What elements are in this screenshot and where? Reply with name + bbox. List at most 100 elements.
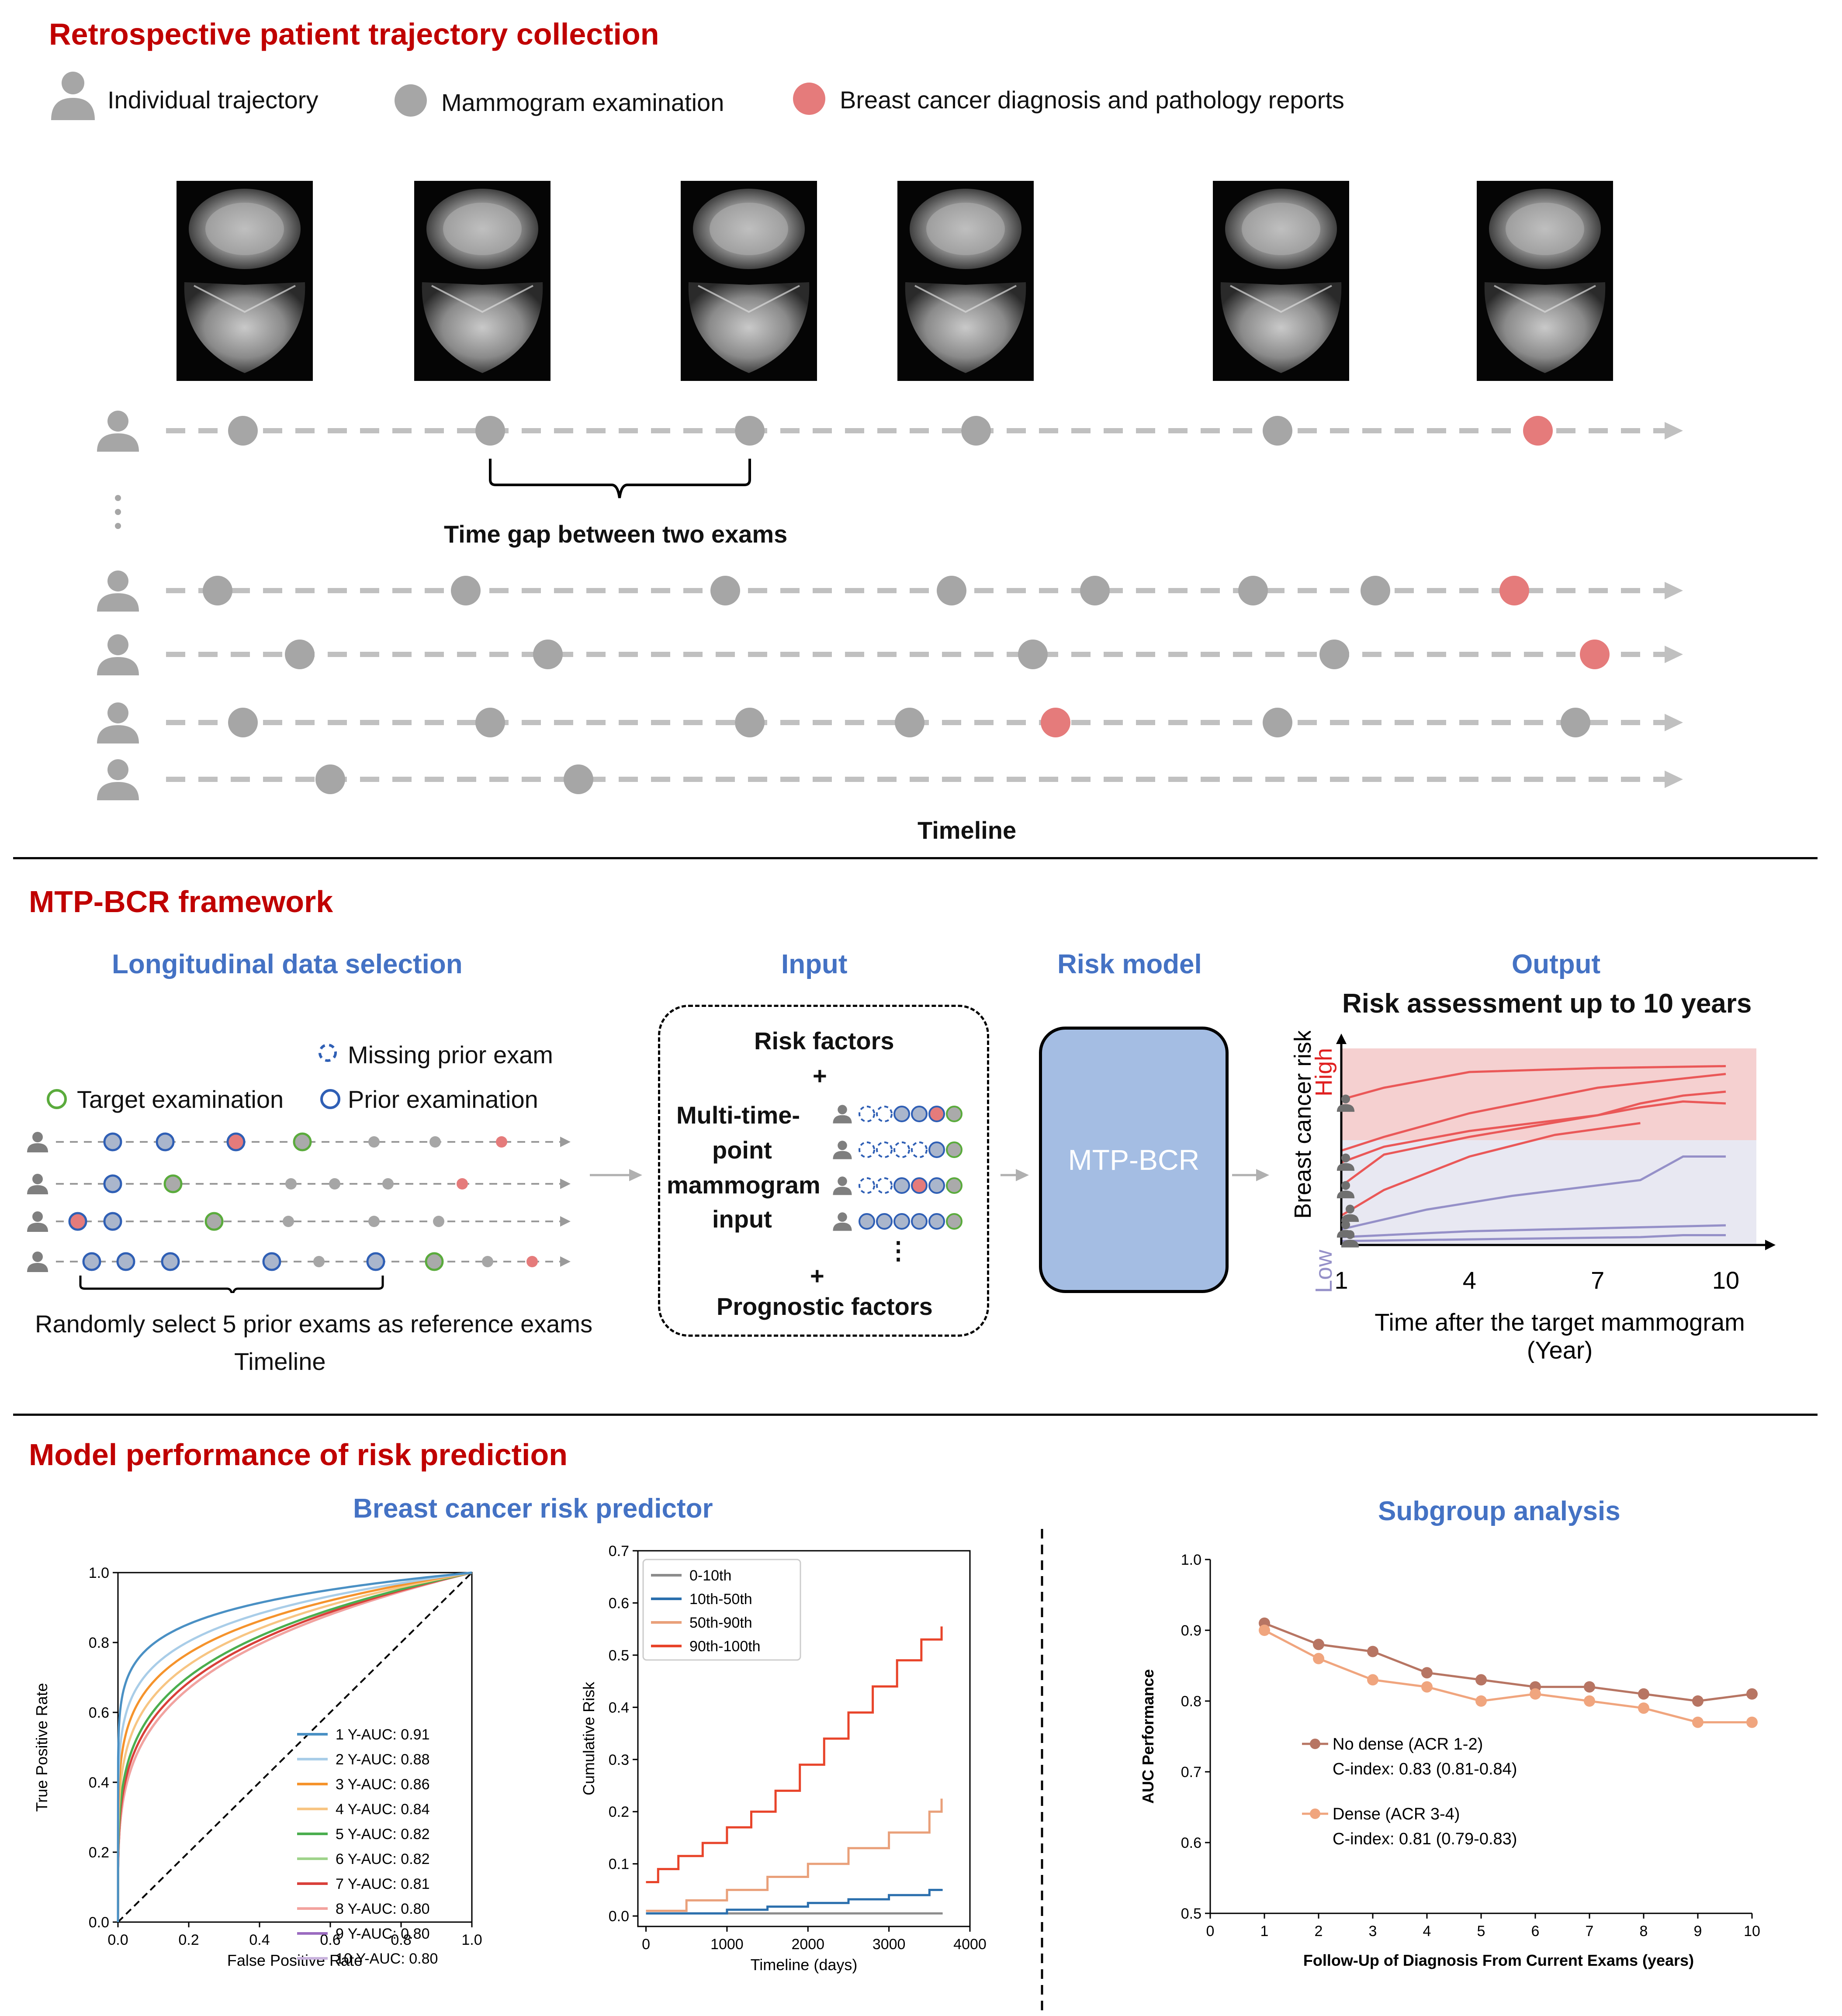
person-icon	[51, 72, 95, 120]
missing-exam-dot	[859, 1177, 875, 1194]
person-icon	[97, 411, 139, 452]
person-head	[32, 1252, 43, 1262]
roc-ytick-label: 0.6	[89, 1705, 109, 1721]
y-axis-arrow	[1336, 1034, 1347, 1044]
missing-exam-dot	[876, 1177, 893, 1194]
subgroup-heading: Subgroup analysis	[1378, 1496, 1620, 1526]
roc-legend-label: 5 Y-AUC: 0.82	[336, 1826, 429, 1843]
person-icon	[1341, 1230, 1359, 1248]
prior-diagnosis-dot	[226, 1132, 246, 1152]
roc-legend-label: 6 Y-AUC: 0.82	[336, 1851, 429, 1867]
cum-ytick-label: 0.5	[609, 1647, 629, 1664]
person-head	[1341, 1094, 1350, 1103]
mammogram-thumbnail	[681, 181, 817, 381]
input-box	[658, 1005, 989, 1337]
exam-dot	[564, 764, 593, 794]
cum-series-line	[646, 1626, 943, 1883]
person-icon	[27, 1132, 48, 1152]
exam-dot	[1361, 576, 1390, 605]
time-gap-label: Time gap between two exams	[444, 520, 788, 548]
target-exam-dot	[293, 1132, 312, 1152]
cum-legend-label: 90th-100th	[689, 1638, 761, 1655]
mammogram-thumbnail	[177, 181, 313, 381]
prior-exam-dot	[928, 1141, 945, 1158]
sub-series-point	[1313, 1639, 1324, 1650]
exam-dot	[429, 1136, 441, 1148]
risk-trajectory-line	[1341, 1224, 1726, 1238]
timeline-arrow-head	[1665, 714, 1683, 731]
selection-arrow-head	[560, 1179, 571, 1189]
sub-legend-marker	[1310, 1809, 1320, 1819]
sub-series-point	[1584, 1681, 1595, 1693]
missing-exam-dot	[876, 1141, 893, 1158]
cum-legend-label: 10th-50th	[689, 1591, 752, 1608]
ellipsis-dot	[115, 509, 121, 515]
cum-xtick-label: 1000	[710, 1936, 744, 1953]
prior-exam-dot	[859, 1213, 875, 1230]
output-ylabel: Breast cancer risk	[1290, 1031, 1316, 1219]
person-body	[97, 593, 139, 612]
cum-ytick-label: 0.3	[609, 1752, 629, 1768]
exam-dot	[895, 708, 924, 737]
person-head	[107, 571, 128, 591]
person-head	[1341, 1153, 1350, 1162]
exam-dot	[368, 1216, 380, 1227]
roc-legend-label: 3 Y-AUC: 0.86	[336, 1776, 429, 1793]
roc-legend-label: 10 Y-AUC: 0.80	[336, 1950, 438, 1967]
diagnosis-dot	[1041, 708, 1070, 737]
person-body	[97, 657, 139, 675]
risk-trajectory-line	[1340, 1122, 1641, 1217]
sub-series-point	[1367, 1674, 1378, 1686]
cum-legend-label: 0-10th	[689, 1567, 731, 1584]
sub-legend-cindex: C-index: 0.83 (0.81-0.84)	[1333, 1760, 1517, 1778]
prior-exam-icon	[320, 1089, 340, 1109]
selection-diagram	[27, 1132, 571, 1293]
roc-ytick-label: 0.0	[89, 1914, 109, 1931]
exam-dot	[313, 1256, 325, 1267]
cum-xtick-label: 2000	[791, 1936, 824, 1953]
sub-series-point	[1746, 1716, 1758, 1728]
exam-dot	[285, 1178, 297, 1190]
exam-dot	[315, 764, 345, 794]
target-exam-dot	[425, 1252, 444, 1271]
exam-dot	[735, 708, 765, 737]
exam-dot-icon	[395, 84, 427, 117]
risk-trajectory-line	[1341, 1065, 1726, 1101]
cum-xtick-label: 0	[642, 1936, 650, 1953]
exam-dot	[533, 640, 563, 669]
prior-diagnosis-dot	[911, 1177, 928, 1194]
person-head	[32, 1174, 43, 1184]
missing-exam-dot	[893, 1141, 910, 1158]
prior-exam-dot	[82, 1252, 101, 1271]
trajectory-diagram	[97, 411, 1683, 800]
x-axis-arrow	[1765, 1240, 1776, 1250]
diagnosis-dot-icon	[793, 83, 825, 115]
divider-1	[13, 857, 1818, 859]
input-ellipsis: ⋮	[886, 1237, 911, 1264]
timeline-arrow-head	[1665, 422, 1683, 439]
section1-title: Retrospective patient trajectory collect…	[49, 17, 659, 51]
sub-series-point	[1692, 1695, 1704, 1707]
mammogram-thumbnail	[1477, 181, 1613, 381]
roc-xtick-label: 0.0	[107, 1932, 128, 1948]
person-body	[27, 1185, 48, 1194]
roc-curve	[117, 1571, 472, 1923]
target-exam-dot	[946, 1106, 963, 1122]
exam-dot	[368, 1136, 380, 1148]
sub-series-line	[1264, 1629, 1752, 1724]
exam-dot	[382, 1178, 394, 1190]
person-body	[833, 1186, 852, 1195]
multi-line-3: mammogram	[667, 1171, 821, 1199]
roc-legend-label: 1 Y-AUC: 0.91	[336, 1726, 429, 1743]
cum-ytick-label: 0.2	[609, 1804, 629, 1820]
output-tick-label: 10	[1712, 1266, 1739, 1294]
prior-exam-dot	[156, 1132, 175, 1152]
multi-line-2: point	[712, 1136, 772, 1164]
cum-ylabel: Cumulative Risk	[580, 1681, 598, 1795]
subgroup-chart: 0 1 2 3 4 5 6 7 8 9 10 0.5 0.6 0.7 0.8 0.9 1.0 Follow-Up …	[1139, 1552, 1760, 1969]
sub-xtick-label: 5	[1477, 1923, 1485, 1940]
cum-ytick-label: 0.7	[609, 1543, 629, 1560]
missing-exam-dot	[859, 1141, 875, 1158]
person-body	[1336, 1104, 1355, 1112]
target-exam-dot	[946, 1141, 963, 1158]
